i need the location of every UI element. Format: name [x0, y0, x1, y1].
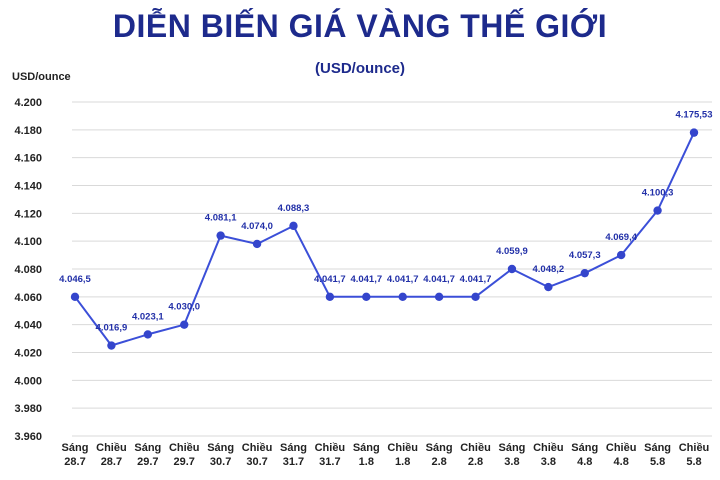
- data-label: 4.041,7: [350, 274, 382, 285]
- x-tick-label: Sáng: [62, 442, 89, 454]
- x-tick-label: Chiều: [679, 442, 710, 454]
- data-label: 4.069,4: [605, 232, 637, 243]
- data-point: [544, 282, 553, 292]
- x-tick-label: 5.8: [686, 456, 701, 468]
- data-label: 4.041,7: [387, 274, 419, 285]
- data-label: 4.100,3: [642, 188, 674, 199]
- x-tick-label: 29.7: [174, 456, 195, 468]
- data-label: 4.041,7: [314, 274, 346, 285]
- y-tick-label: 4.000: [14, 375, 42, 387]
- data-point: [143, 330, 153, 339]
- data-point: [616, 250, 626, 260]
- y-tick-label: 4.040: [14, 320, 42, 332]
- x-tick-label: Sáng: [498, 442, 525, 454]
- chart-subtitle: (USD/ounce): [315, 60, 405, 77]
- data-label: 4.030,0: [168, 302, 200, 313]
- y-tick-label: 4.160: [14, 153, 42, 165]
- x-tick-label: 5.8: [650, 456, 665, 468]
- x-tick-label: 30.7: [210, 456, 231, 468]
- x-tick-label: 1.8: [395, 456, 410, 468]
- chart-title: DIỄN BIẾN GIÁ VÀNG THẾ GIỚI: [112, 8, 608, 44]
- x-tick-label: 2.8: [468, 456, 483, 468]
- x-tick-label: Sáng: [353, 442, 380, 454]
- y-tick-label: 3.980: [14, 403, 42, 415]
- data-label: 4.081,1: [205, 213, 237, 224]
- data-label: 4.057,3: [569, 250, 601, 261]
- x-tick-label: Sáng: [426, 442, 453, 454]
- data-label: 4.023,1: [132, 311, 164, 322]
- data-point: [689, 128, 699, 137]
- data-point: [107, 341, 116, 350]
- y-axis-label: USD/ounce: [12, 71, 71, 83]
- data-label: 4.059,9: [496, 246, 528, 257]
- series-line: [74, 132, 695, 347]
- y-tick-label: 3.960: [14, 431, 42, 443]
- data-point: [653, 206, 662, 215]
- data-label: 4.048,2: [533, 264, 565, 275]
- data-point: [398, 292, 407, 302]
- y-tick-label: 4.060: [14, 292, 42, 304]
- x-tick-label: 31.7: [319, 456, 340, 468]
- x-tick-label: Sáng: [207, 442, 234, 454]
- x-tick-label: 29.7: [137, 456, 158, 468]
- y-tick-label: 4.180: [14, 125, 42, 137]
- data-point: [325, 292, 335, 302]
- data-label: 4.074,0: [241, 221, 273, 232]
- x-tick-label: 28.7: [101, 456, 122, 468]
- x-tick-label: Chiều: [460, 442, 491, 454]
- data-point: [362, 292, 371, 302]
- data-point: [70, 292, 80, 302]
- data-label: 4.041,7: [460, 274, 492, 285]
- x-tick-label: Chiều: [242, 442, 273, 454]
- data-point: [252, 239, 262, 249]
- x-tick-label: Chiều: [96, 442, 127, 454]
- y-axis-ticks: 3.960 3.980 4.000 4.020 4.040 4.060 4.080 4.100…: [14, 97, 42, 443]
- data-label: 4.175,53: [676, 110, 713, 121]
- x-tick-label: Sáng: [134, 442, 161, 454]
- x-tick-label: Chiều: [169, 442, 200, 454]
- y-tick-label: 4.020: [14, 348, 42, 360]
- data-point: [180, 320, 189, 329]
- x-tick-label: Chiều: [606, 442, 637, 454]
- y-tick-label: 4.140: [14, 181, 42, 193]
- y-tick-label: 4.200: [14, 97, 42, 109]
- x-tick-label: 1.8: [359, 456, 374, 468]
- data-point: [471, 292, 480, 302]
- x-tick-label: 3.8: [541, 456, 556, 468]
- x-tick-label: Chiều: [315, 442, 346, 454]
- x-tick-label: Sáng: [280, 442, 307, 454]
- x-tick-label: Sáng: [571, 442, 598, 454]
- data-labels: 4.046,5 4.016,9 4.023,1 4.030,0 4.081,1 4.074…: [59, 110, 712, 334]
- x-tick-label: Chiều: [387, 442, 418, 454]
- x-axis-ticks: Sáng 28.7 Chiều 28.7 Sáng 29.7 Chiều 29.7 Sáng 30…: [62, 442, 710, 468]
- x-tick-label: 28.7: [64, 456, 85, 468]
- y-tick-label: 4.080: [14, 264, 42, 276]
- data-point: [434, 292, 444, 302]
- data-label: 4.041,7: [423, 274, 455, 285]
- y-tick-label: 4.100: [14, 236, 42, 248]
- x-tick-label: Chiều: [533, 442, 564, 454]
- data-label: 4.016,9: [96, 323, 128, 334]
- x-tick-label: 2.8: [431, 456, 446, 468]
- y-tick-label: 4.120: [14, 208, 42, 220]
- data-label: 4.046,5: [59, 274, 91, 285]
- data-label: 4.088,3: [278, 203, 310, 214]
- x-tick-label: 3.8: [504, 456, 519, 468]
- data-point: [507, 264, 517, 274]
- data-point: [289, 221, 298, 231]
- x-tick-label: 4.8: [614, 456, 629, 468]
- x-tick-label: 30.7: [246, 456, 267, 468]
- data-point: [580, 268, 589, 278]
- series-layer: [70, 128, 699, 350]
- data-point: [216, 231, 225, 240]
- x-tick-label: 31.7: [283, 456, 304, 468]
- x-tick-label: 4.8: [577, 456, 592, 468]
- grid-lines: [72, 101, 712, 437]
- x-tick-label: Sáng: [644, 442, 671, 454]
